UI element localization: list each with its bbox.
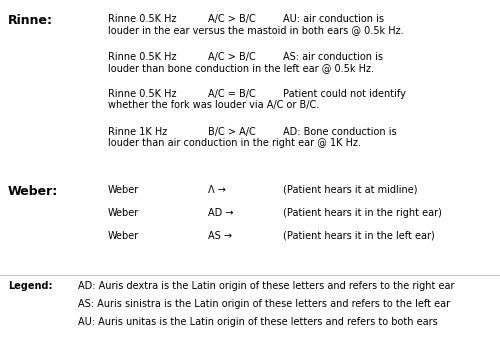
Text: AS →: AS →: [208, 231, 232, 241]
Text: A/C = B/C: A/C = B/C: [208, 89, 256, 99]
Text: Λ →: Λ →: [208, 185, 226, 195]
Text: Rinne 0.5K Hz: Rinne 0.5K Hz: [108, 89, 176, 99]
Text: AS: air conduction is: AS: air conduction is: [283, 52, 383, 62]
Text: (Patient hears it at midline): (Patient hears it at midline): [283, 185, 418, 195]
Text: Rinne 0.5K Hz: Rinne 0.5K Hz: [108, 52, 176, 62]
Text: louder than air conduction in the right ear @ 1K Hz.: louder than air conduction in the right …: [108, 138, 361, 148]
Text: B/C > A/C: B/C > A/C: [208, 127, 256, 137]
Text: Legend:: Legend:: [8, 281, 52, 291]
Text: AU: air conduction is: AU: air conduction is: [283, 14, 384, 24]
Text: AS: Auris sinistra is the Latin origin of these letters and refers to the left e: AS: Auris sinistra is the Latin origin o…: [78, 299, 450, 309]
Text: AD: Bone conduction is: AD: Bone conduction is: [283, 127, 397, 137]
Text: Rinne:: Rinne:: [8, 14, 53, 27]
Text: Weber: Weber: [108, 208, 139, 218]
Text: Patient could not identify: Patient could not identify: [283, 89, 406, 99]
Text: louder in the ear versus the mastoid in both ears @ 0.5k Hz.: louder in the ear versus the mastoid in …: [108, 25, 404, 35]
Text: AD →: AD →: [208, 208, 234, 218]
Text: A/C > B/C: A/C > B/C: [208, 14, 256, 24]
Text: Weber:: Weber:: [8, 185, 58, 198]
Text: (Patient hears it in the left ear): (Patient hears it in the left ear): [283, 231, 435, 241]
Text: whether the fork was louder via A/C or B/C.: whether the fork was louder via A/C or B…: [108, 100, 320, 110]
Text: Rinne 1K Hz: Rinne 1K Hz: [108, 127, 167, 137]
Text: Weber: Weber: [108, 231, 139, 241]
Text: AD: Auris dextra is the Latin origin of these letters and refers to the right ea: AD: Auris dextra is the Latin origin of …: [78, 281, 454, 291]
Text: louder than bone conduction in the left ear @ 0.5k Hz.: louder than bone conduction in the left …: [108, 63, 374, 73]
Text: Weber: Weber: [108, 185, 139, 195]
Text: AU: Auris unitas is the Latin origin of these letters and refers to both ears: AU: Auris unitas is the Latin origin of …: [78, 317, 438, 327]
Text: (Patient hears it in the right ear): (Patient hears it in the right ear): [283, 208, 442, 218]
Text: Rinne 0.5K Hz: Rinne 0.5K Hz: [108, 14, 176, 24]
Text: A/C > B/C: A/C > B/C: [208, 52, 256, 62]
